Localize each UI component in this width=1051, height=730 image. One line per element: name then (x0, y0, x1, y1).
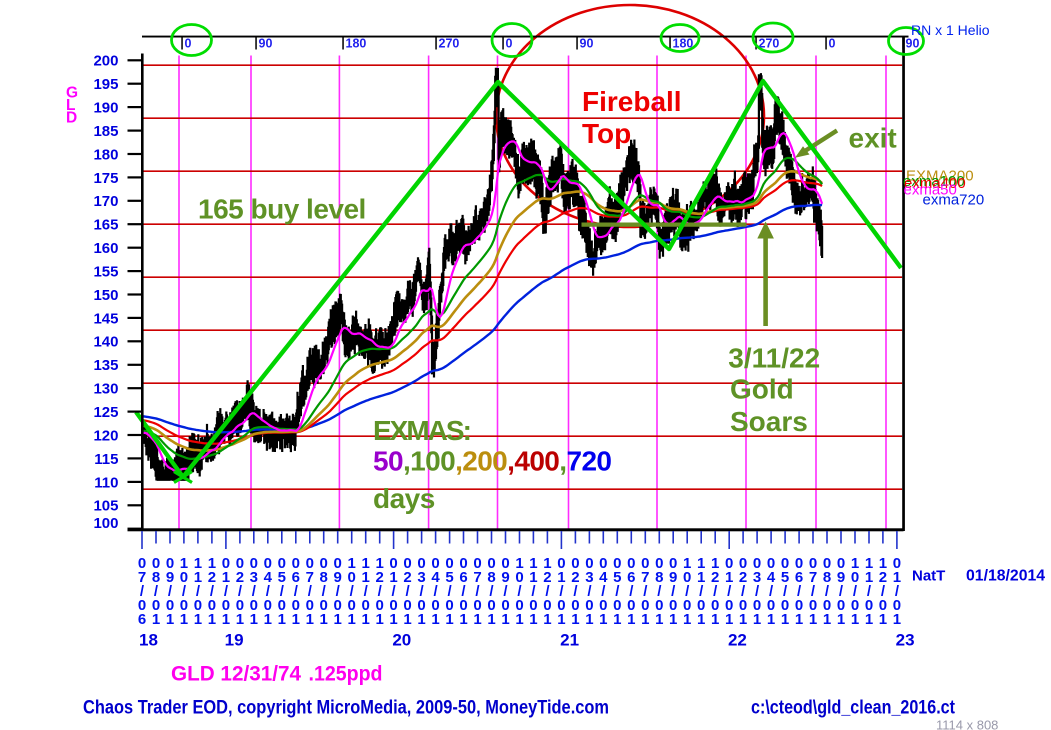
svg-text:RN x 1 Helio: RN x 1 Helio (911, 22, 990, 38)
svg-text:130: 130 (93, 381, 118, 398)
svg-text:190: 190 (93, 100, 118, 117)
svg-text:270: 270 (439, 37, 460, 51)
svg-text:115: 115 (94, 451, 118, 468)
svg-text:195: 195 (93, 76, 118, 93)
svg-text:23: 23 (896, 631, 915, 650)
svg-text:0: 0 (506, 37, 513, 51)
svg-text:c:\cteod\gld_clean_2016.ct: c:\cteod\gld_clean_2016.ct (751, 698, 956, 719)
svg-text:Fireball: Fireball (582, 86, 682, 117)
svg-text:3/11/22: 3/11/22 (728, 343, 820, 374)
svg-text:90: 90 (580, 37, 594, 51)
svg-text:0: 0 (185, 37, 192, 51)
svg-text:150: 150 (93, 287, 118, 304)
svg-text:165 buy level: 165 buy level (198, 194, 366, 225)
svg-text:135: 135 (93, 357, 118, 374)
svg-text:185: 185 (93, 123, 118, 140)
svg-text:180: 180 (673, 37, 694, 51)
svg-text:EXMAS:: EXMAS: (373, 415, 470, 446)
svg-text:22: 22 (728, 631, 747, 650)
svg-text:145: 145 (93, 310, 118, 327)
svg-text:110: 110 (94, 474, 118, 491)
svg-text:18: 18 (139, 631, 158, 650)
svg-text:125: 125 (93, 404, 118, 421)
svg-text:exit: exit (849, 123, 897, 154)
svg-text:Top: Top (582, 118, 631, 149)
svg-text:L: L (66, 97, 75, 114)
svg-text:180: 180 (346, 37, 367, 51)
svg-text:611111111111111111111111111111: 6111111111111111111111111111111111111111… (138, 611, 901, 628)
svg-text:19: 19 (225, 631, 244, 650)
svg-text:exma50: exma50 (904, 182, 957, 199)
svg-text:50,100,200,400,720: 50,100,200,400,720 (373, 446, 611, 477)
svg-text:01/18/2014: 01/18/2014 (966, 568, 1045, 585)
svg-text:G: G (66, 85, 78, 102)
svg-text:0: 0 (829, 37, 836, 51)
svg-text:155: 155 (93, 264, 118, 281)
svg-text:90: 90 (259, 37, 273, 51)
svg-text:21: 21 (560, 631, 579, 650)
svg-text:105: 105 (93, 498, 118, 515)
svg-text:exma720: exma720 (923, 192, 985, 209)
svg-text:90: 90 (906, 37, 920, 51)
svg-text:160: 160 (93, 240, 118, 257)
svg-text:175: 175 (93, 170, 118, 187)
svg-text:NatT: NatT (912, 568, 945, 585)
svg-text:140: 140 (93, 334, 118, 351)
svg-text:120: 120 (93, 427, 118, 444)
svg-text:1114 x 808: 1114 x 808 (936, 718, 998, 730)
svg-text:270: 270 (759, 37, 780, 51)
svg-text:exma100: exma100 (903, 173, 965, 190)
svg-text:exma400: exma400 (904, 175, 966, 192)
svg-text:days: days (373, 483, 435, 514)
svg-text:EXMA200: EXMA200 (906, 168, 974, 185)
svg-text:D: D (66, 109, 77, 126)
svg-text:GLD 12/31/74: GLD 12/31/74 (171, 663, 301, 686)
svg-text:.125ppd: .125ppd (309, 663, 383, 686)
svg-text:165: 165 (93, 217, 118, 234)
svg-text:Chaos Trader EOD, copyright Mi: Chaos Trader EOD, copyright MicroMedia, … (83, 698, 609, 719)
svg-text:Soars: Soars (730, 406, 808, 437)
svg-text:200: 200 (93, 53, 118, 70)
svg-text:180: 180 (93, 146, 118, 163)
svg-text:170: 170 (93, 193, 118, 210)
svg-text:100: 100 (93, 515, 118, 532)
svg-text:20: 20 (392, 631, 411, 650)
svg-text:Gold: Gold (730, 374, 794, 405)
